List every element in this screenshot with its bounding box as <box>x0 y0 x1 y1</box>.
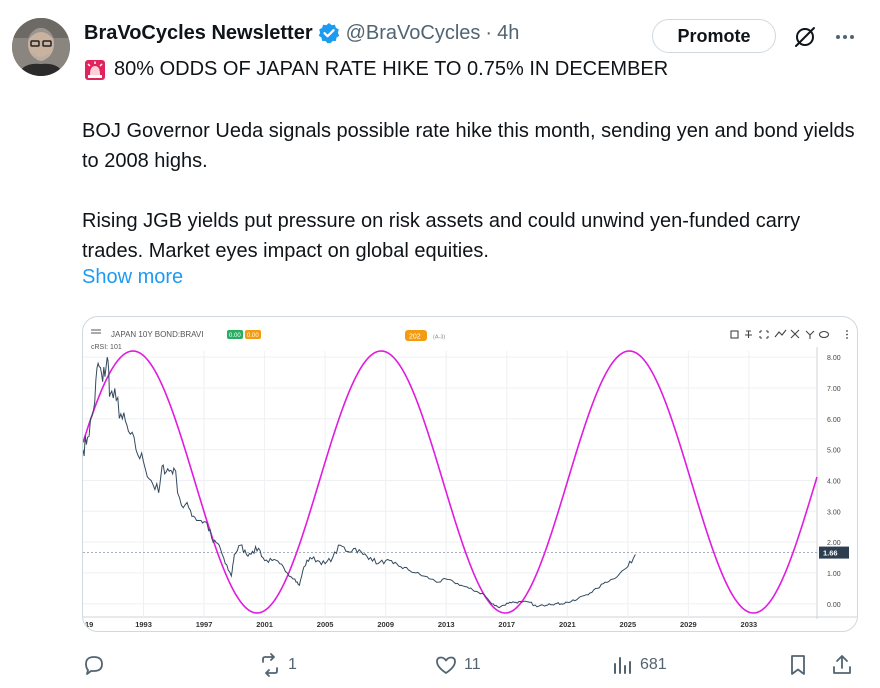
y-tick-label: 4.00 <box>827 478 841 485</box>
siren-icon <box>85 59 105 80</box>
y-tick-label: 5.00 <box>827 448 841 455</box>
x-tick-label: 2021 <box>559 620 576 629</box>
header-separator: · <box>485 21 493 44</box>
reply-icon <box>85 656 103 675</box>
retweet-count: 1 <box>288 656 297 673</box>
badge-orange <box>245 330 261 339</box>
x-tick-label: 2025 <box>619 620 636 629</box>
views-button[interactable]: 681 <box>610 650 667 680</box>
avatar-photo <box>12 18 70 76</box>
y-tick-label: 1.00 <box>827 571 841 578</box>
x-tick-label: 2017 <box>498 620 515 629</box>
like-count: 11 <box>464 656 481 673</box>
tweet-header: BraVoCycles Newsletter @BraVoCycles · 4h <box>84 20 519 46</box>
x-tick-label: 2029 <box>680 620 697 629</box>
badge-green-text: 0.00 <box>229 333 241 339</box>
fullscreen-icon[interactable] <box>759 330 769 339</box>
filter-icon[interactable] <box>805 330 815 339</box>
hamburger-icon[interactable] <box>91 329 101 334</box>
tweet-headline: 80% ODDS OF JAPAN RATE HIKE TO 0.75% IN … <box>84 58 668 81</box>
save-icon[interactable] <box>730 330 739 339</box>
views-count: 681 <box>640 656 667 673</box>
pin-icon[interactable] <box>745 330 752 338</box>
crosshair-icon[interactable] <box>790 329 800 339</box>
symbol-label: JAPAN 10Y BOND:BRAVI <box>111 330 203 339</box>
badge-green <box>227 330 243 339</box>
verified-badge-icon <box>318 23 339 44</box>
y-tick-label: 3.00 <box>827 509 841 516</box>
retweet-button[interactable]: 1 <box>258 650 297 680</box>
author-handle[interactable]: @BraVoCycles <box>345 21 481 44</box>
badge-cycle-text: 202 <box>409 334 421 341</box>
promote-button[interactable]: Promote <box>652 19 776 53</box>
headline-text: 80% ODDS OF JAPAN RATE HIKE TO 0.75% IN … <box>114 58 669 80</box>
badge-cycle-sub: (A-3) <box>433 335 445 341</box>
chart-svg: JAPAN 10Y BOND:BRAVI 0.00 0.00 202 (A-3)… <box>83 329 857 629</box>
x-tick-label: 2033 <box>741 620 758 629</box>
y-tick-label: 2.00 <box>827 540 841 547</box>
measure-icon[interactable] <box>774 329 787 338</box>
tweet-time[interactable]: 4h <box>497 21 520 44</box>
tweet-paragraph-2: Rising JGB yields put pressure on risk a… <box>82 210 801 262</box>
x-tick-label: 2001 <box>256 620 273 629</box>
x-tick-label: 2013 <box>438 620 455 629</box>
tweet-paragraph-1: BOJ Governor Ueda signals possible rate … <box>82 120 855 172</box>
bookmark-button[interactable] <box>786 650 810 680</box>
x-tick-label: 1997 <box>196 620 213 629</box>
badge-cycle <box>405 330 427 341</box>
retweet-icon <box>262 653 278 677</box>
like-button[interactable]: 11 <box>434 650 481 680</box>
grok-icon[interactable] <box>792 24 818 50</box>
indicator-label: cRSI: 101 <box>91 344 122 351</box>
price-line <box>83 357 636 609</box>
more-icon[interactable] <box>832 24 858 50</box>
show-more-link[interactable]: Show more <box>82 266 184 288</box>
last-value-text: 1.66 <box>823 549 838 558</box>
chart-image-card[interactable]: JAPAN 10Y BOND:BRAVI 0.00 0.00 202 (A-3)… <box>82 316 858 632</box>
chart-more-icon[interactable] <box>846 330 848 339</box>
eye-icon[interactable] <box>818 330 830 339</box>
x-tick-label: 2005 <box>317 620 334 629</box>
y-tick-label: 0.00 <box>827 602 841 609</box>
y-tick-label: 7.00 <box>827 386 841 393</box>
author-name[interactable]: BraVoCycles Newsletter <box>84 21 313 44</box>
tweet-actions: 1 11 681 <box>0 650 880 680</box>
reply-button[interactable] <box>82 650 112 680</box>
cycle-line <box>83 350 818 614</box>
x-tick-label: 19 <box>85 620 93 629</box>
bookmark-icon <box>791 655 805 675</box>
share-icon <box>833 655 851 674</box>
y-tick-label: 8.00 <box>827 355 841 362</box>
last-value-badge <box>819 546 849 559</box>
views-icon <box>614 657 631 674</box>
y-tick-label: 6.00 <box>827 417 841 424</box>
x-tick-label: 1993 <box>135 620 152 629</box>
chart-grid <box>83 347 857 619</box>
x-tick-label: 2009 <box>377 620 394 629</box>
like-icon <box>436 656 456 674</box>
badge-orange-text: 0.00 <box>247 333 259 339</box>
chart-toolbar: JAPAN 10Y BOND:BRAVI 0.00 0.00 202 (A-3)… <box>91 329 848 351</box>
share-button[interactable] <box>830 650 854 680</box>
avatar[interactable] <box>12 18 70 76</box>
